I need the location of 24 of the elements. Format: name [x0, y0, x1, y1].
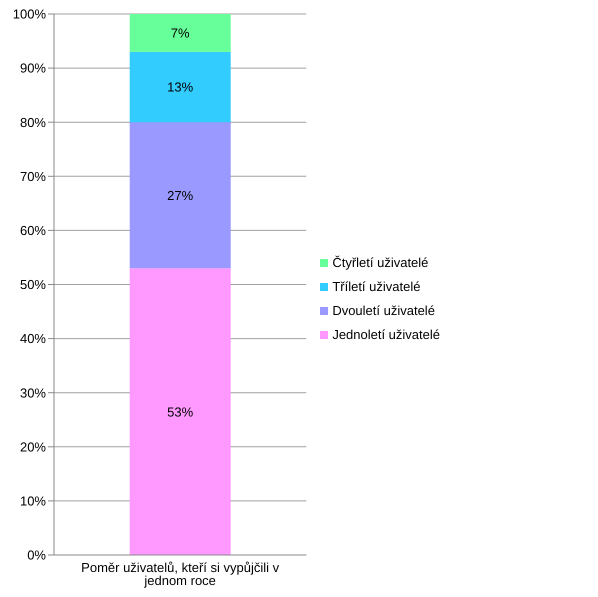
bar — [130, 268, 231, 555]
y-tick-label: 80% — [20, 114, 46, 130]
y-tick-label: 100% — [12, 6, 46, 22]
y-tick-label: 10% — [20, 494, 46, 509]
x-tick-label: Poměr uživatelů, kteří si vypůjčili v jednom roce — [81, 560, 280, 588]
y-tick-label: 50% — [20, 277, 46, 292]
legend-label: Jednoletí uživatelé — [332, 327, 440, 342]
data-label: 27% — [167, 188, 194, 203]
y-tick-label: 60% — [20, 223, 46, 238]
y-tick-label: 90% — [20, 60, 46, 76]
legend-label: Dvouletí uživatelé — [332, 303, 435, 318]
data-label: 53% — [167, 404, 194, 420]
bar — [130, 122, 231, 268]
y-tick-label: 20% — [20, 439, 46, 454]
y-tick-label: 0% — [27, 548, 46, 563]
legend-label: Tříletí uživatelé — [332, 279, 420, 294]
y-tick-label: 70% — [20, 168, 46, 184]
data-label: 7% — [170, 26, 190, 41]
bar — [130, 52, 231, 122]
bar — [130, 14, 231, 52]
y-tick-label: 40% — [20, 331, 46, 346]
data-label: 13% — [167, 80, 194, 95]
legend-label: Čtyřletí uživatelé — [332, 255, 428, 270]
y-tick-label: 30% — [20, 385, 46, 400]
